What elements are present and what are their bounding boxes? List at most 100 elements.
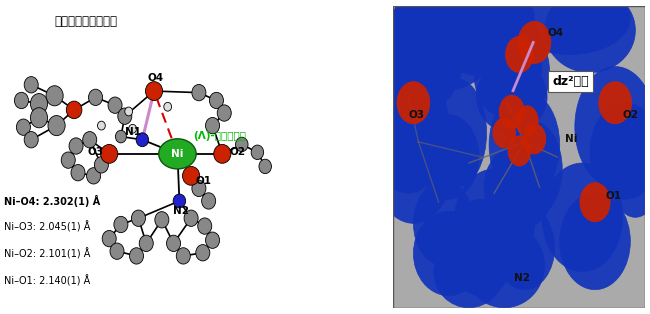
Ellipse shape (139, 235, 153, 252)
Ellipse shape (71, 165, 85, 181)
Ellipse shape (523, 124, 546, 154)
Text: Ni: Ni (171, 149, 184, 159)
Ellipse shape (368, 61, 448, 193)
Text: Ni–O1: 2.140(1) Å: Ni–O1: 2.140(1) Å (4, 275, 90, 286)
Ellipse shape (24, 132, 38, 148)
Ellipse shape (146, 82, 162, 100)
Ellipse shape (24, 77, 38, 93)
Ellipse shape (94, 157, 109, 173)
Text: O4: O4 (547, 28, 563, 38)
Ellipse shape (542, 163, 623, 272)
Ellipse shape (393, 0, 534, 61)
Ellipse shape (434, 236, 504, 308)
Ellipse shape (69, 138, 83, 154)
Ellipse shape (454, 169, 534, 278)
Ellipse shape (205, 117, 220, 134)
Ellipse shape (590, 103, 650, 199)
Ellipse shape (482, 0, 542, 121)
Text: O4: O4 (148, 73, 164, 83)
Ellipse shape (183, 166, 200, 185)
Ellipse shape (506, 36, 533, 73)
Ellipse shape (251, 145, 264, 160)
Ellipse shape (83, 132, 97, 148)
Ellipse shape (164, 102, 172, 111)
Ellipse shape (176, 248, 190, 264)
Ellipse shape (494, 205, 554, 290)
Ellipse shape (413, 211, 484, 296)
Ellipse shape (474, 30, 525, 115)
Ellipse shape (373, 103, 454, 223)
Ellipse shape (413, 181, 474, 266)
Ellipse shape (515, 106, 538, 136)
Ellipse shape (560, 193, 630, 290)
Ellipse shape (102, 230, 116, 247)
Text: (Λ)-キラリティ: (Λ)-キラリティ (193, 131, 246, 141)
Ellipse shape (14, 92, 29, 109)
Ellipse shape (388, 0, 499, 91)
Ellipse shape (235, 137, 248, 152)
Text: O3: O3 (88, 147, 103, 157)
Ellipse shape (110, 243, 124, 259)
Text: O2: O2 (623, 110, 639, 120)
Ellipse shape (209, 92, 224, 109)
Ellipse shape (599, 82, 632, 124)
Ellipse shape (493, 118, 515, 148)
Ellipse shape (196, 245, 210, 261)
Ellipse shape (198, 218, 212, 234)
Ellipse shape (166, 235, 181, 252)
Ellipse shape (518, 21, 551, 63)
Ellipse shape (173, 194, 186, 208)
Ellipse shape (205, 232, 220, 248)
Ellipse shape (192, 180, 206, 197)
Text: dz²軌道: dz²軌道 (552, 75, 589, 88)
Ellipse shape (446, 199, 517, 296)
Ellipse shape (86, 168, 101, 184)
Ellipse shape (545, 0, 635, 73)
Ellipse shape (610, 133, 650, 217)
Ellipse shape (580, 183, 610, 222)
Ellipse shape (259, 159, 272, 174)
Text: テトラヒドロフラン: テトラヒドロフラン (55, 15, 118, 29)
Ellipse shape (214, 144, 231, 163)
Ellipse shape (419, 115, 479, 199)
Ellipse shape (61, 152, 75, 168)
Ellipse shape (46, 86, 63, 106)
Ellipse shape (184, 210, 198, 226)
Ellipse shape (378, 18, 448, 127)
Text: N2: N2 (172, 206, 188, 216)
Ellipse shape (16, 119, 31, 135)
Ellipse shape (217, 105, 231, 121)
Ellipse shape (383, 0, 464, 112)
Ellipse shape (114, 216, 128, 233)
Ellipse shape (499, 30, 550, 115)
Ellipse shape (426, 78, 487, 187)
Text: N2: N2 (514, 273, 530, 283)
Ellipse shape (131, 210, 146, 226)
Ellipse shape (575, 67, 650, 187)
Ellipse shape (31, 108, 47, 128)
Circle shape (159, 139, 196, 169)
Ellipse shape (101, 144, 118, 163)
Ellipse shape (98, 121, 105, 130)
Ellipse shape (129, 248, 144, 264)
Text: Ni: Ni (565, 134, 577, 144)
Text: O3: O3 (408, 110, 424, 120)
Ellipse shape (431, 0, 532, 76)
Text: Ni–O4: 2.302(1) Å: Ni–O4: 2.302(1) Å (4, 195, 100, 207)
Text: Ni–O3: 2.045(1) Å: Ni–O3: 2.045(1) Å (4, 221, 90, 233)
Ellipse shape (484, 145, 554, 229)
Ellipse shape (136, 133, 149, 147)
Text: O2: O2 (229, 147, 245, 157)
Ellipse shape (108, 97, 122, 113)
Ellipse shape (155, 212, 169, 228)
Ellipse shape (116, 130, 126, 143)
Ellipse shape (31, 94, 47, 114)
Ellipse shape (509, 0, 630, 55)
Text: Ni–O2: 2.101(1) Å: Ni–O2: 2.101(1) Å (4, 248, 90, 259)
Ellipse shape (476, 61, 547, 133)
Ellipse shape (202, 193, 216, 209)
Ellipse shape (464, 223, 545, 308)
Ellipse shape (508, 136, 530, 166)
Text: O1: O1 (196, 176, 212, 186)
Ellipse shape (489, 91, 560, 199)
